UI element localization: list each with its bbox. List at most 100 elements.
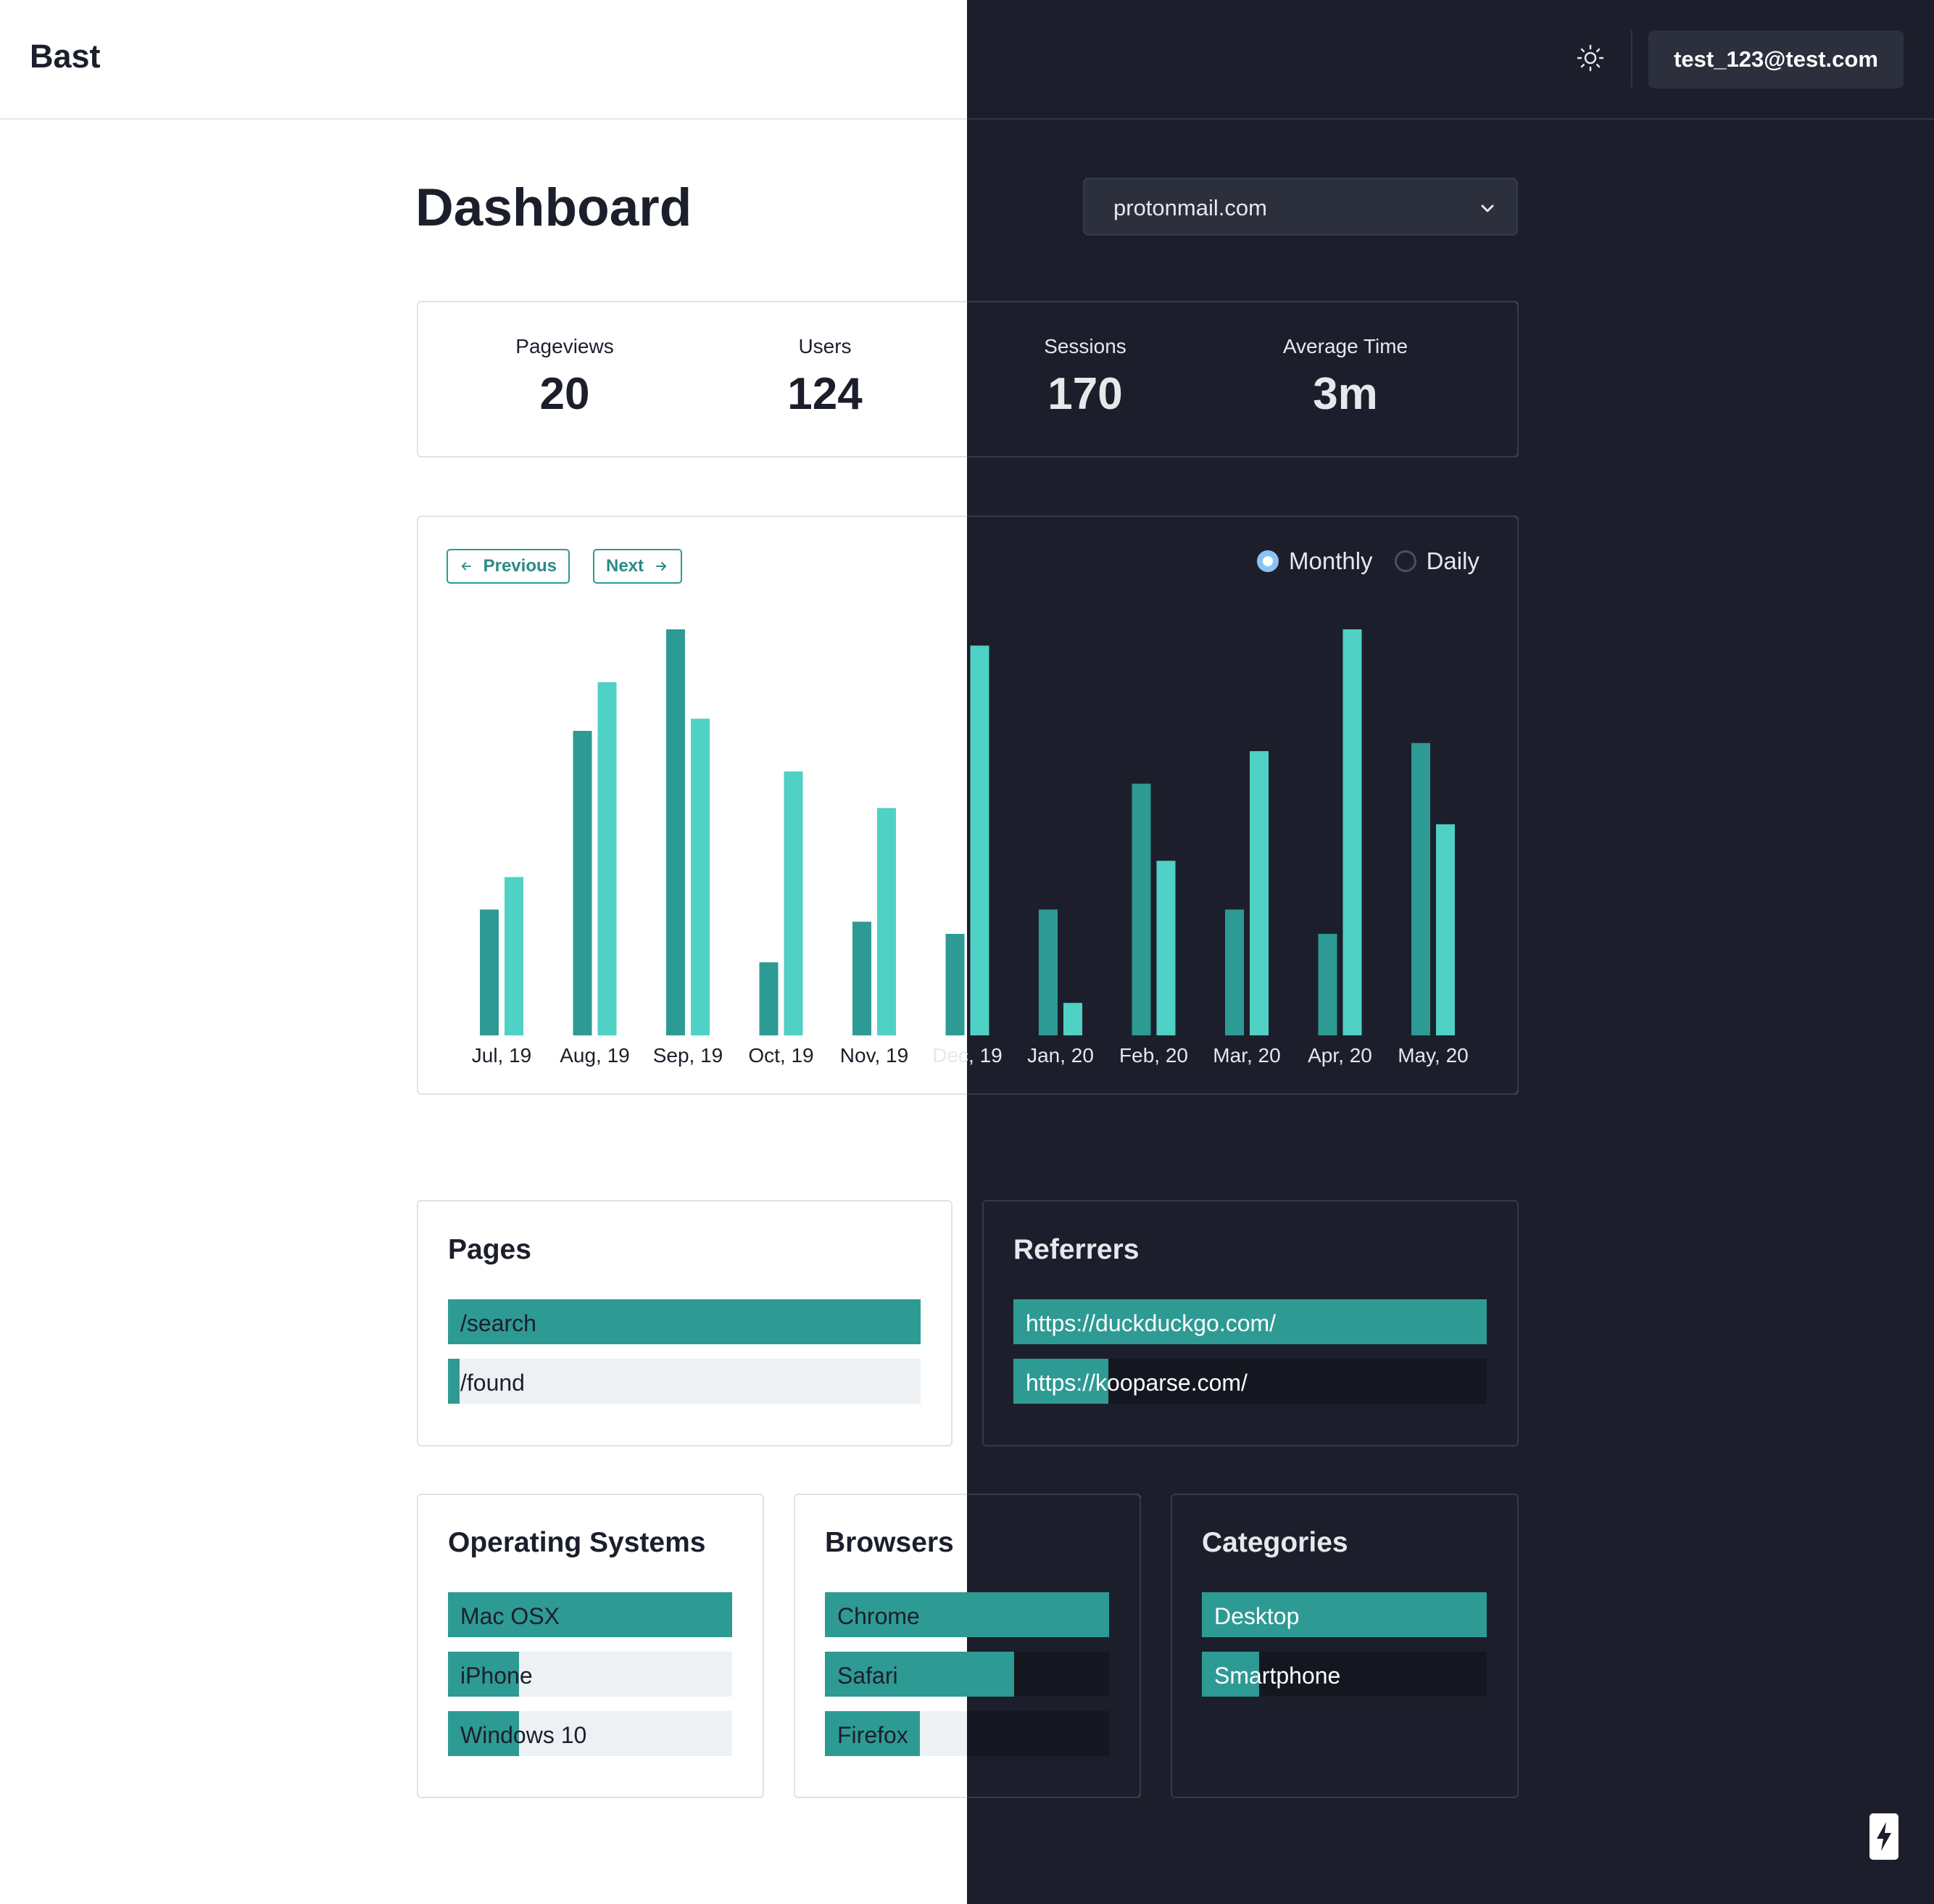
bar-label: Firefox [837, 1722, 908, 1748]
chart-bar[interactable] [945, 934, 965, 1035]
chart-bar[interactable] [1039, 909, 1058, 1035]
bar-fill [825, 1592, 1109, 1637]
brand-logo[interactable]: Bast [30, 38, 101, 75]
radio-dot-unchecked[interactable] [1394, 550, 1416, 572]
stat-average-time: Average Time 3m [1215, 335, 1476, 420]
x-tick-label: Nov, 19 [840, 1044, 908, 1067]
bar-fill [1013, 1299, 1487, 1344]
bar-label: Safari [837, 1663, 898, 1689]
bar-row[interactable]: /search [448, 1299, 921, 1344]
x-tick-label: Sep, 19 [653, 1044, 723, 1067]
chart-bar[interactable] [505, 877, 523, 1035]
lightning-icon[interactable] [1869, 1813, 1898, 1860]
chart-bar[interactable] [480, 909, 499, 1035]
radio-daily[interactable]: Daily [1394, 547, 1479, 575]
chart-bar[interactable] [1411, 742, 1430, 1035]
radio-monthly-label: Monthly [1289, 547, 1373, 574]
previous-label: Previous [483, 556, 557, 576]
chart-bar[interactable] [573, 731, 592, 1035]
chart-bar[interactable] [1250, 751, 1269, 1035]
header-divider-dark [967, 118, 1934, 120]
bar-fill [1202, 1592, 1487, 1637]
bar-label: iPhone [460, 1663, 533, 1689]
bar-fill [448, 1592, 732, 1637]
sun-icon[interactable] [1574, 42, 1606, 74]
bar-label: Chrome [837, 1603, 920, 1629]
stat-value: 124 [787, 369, 863, 419]
chart-bar[interactable] [666, 629, 685, 1035]
next-button[interactable]: Next [593, 549, 682, 584]
chart-bar[interactable] [1342, 629, 1362, 1035]
granularity-radio-group: Monthly Daily [1257, 547, 1479, 575]
bar-fill [448, 1711, 519, 1756]
bar-label: Windows 10 [460, 1722, 587, 1748]
bar-row[interactable]: Smartphone [1202, 1652, 1487, 1697]
referrers-card [982, 1200, 1519, 1446]
browsers-card-dark [967, 1494, 1141, 1798]
chart-bar[interactable] [597, 682, 617, 1035]
x-tick-label: Aug, 19 [560, 1044, 630, 1067]
chevron-down-icon [1481, 204, 1494, 212]
site-select[interactable]: protonmail.com [1083, 178, 1518, 236]
bar-fill [1202, 1652, 1259, 1697]
chart-bar[interactable] [784, 771, 803, 1035]
chart-bar[interactable] [691, 719, 710, 1035]
operating-systems-title: Operating Systems [448, 1527, 706, 1558]
bar-label: /search [460, 1310, 536, 1336]
bar-row[interactable]: https://kooparse.com/ [1013, 1359, 1487, 1404]
bar-row[interactable]: Safari [825, 1652, 1109, 1697]
stat-value: 20 [539, 369, 590, 419]
bar-row[interactable]: Desktop [1202, 1592, 1487, 1637]
arrow-left-icon [461, 562, 471, 571]
bar-label: https://duckduckgo.com/ [1026, 1310, 1277, 1336]
stat-label: Average Time [1282, 335, 1408, 357]
bar-fill [448, 1299, 921, 1344]
site-select-value: protonmail.com [1113, 195, 1267, 220]
previous-button[interactable]: Previous [447, 549, 570, 584]
x-tick-label: Oct, 19 [748, 1044, 813, 1067]
header-vertical-divider [1631, 30, 1632, 87]
chart-card-dark [967, 516, 1519, 1095]
pages-title: Pages [448, 1234, 531, 1265]
bar-row[interactable]: /found [448, 1359, 921, 1404]
bar-fill [448, 1359, 460, 1404]
bar-row[interactable]: https://duckduckgo.com/ [1013, 1299, 1487, 1344]
bar-fill [825, 1711, 920, 1756]
chart-bar[interactable] [1318, 934, 1337, 1035]
x-tick-label: Jul, 19 [472, 1044, 532, 1067]
radio-dot-checked[interactable] [1257, 550, 1279, 572]
x-tick-label: Feb, 20 [1119, 1044, 1188, 1067]
bar-fill [825, 1652, 1015, 1697]
bar-label: https://kooparse.com/ [1026, 1370, 1248, 1396]
bar-row[interactable]: Chrome [825, 1592, 1109, 1637]
chart-bar[interactable] [852, 922, 871, 1035]
stat-value: 3m [1313, 369, 1378, 419]
bar-row[interactable]: Mac OSX [448, 1592, 732, 1637]
x-tick-label: Apr, 20 [1308, 1044, 1372, 1067]
bar-row[interactable]: Firefox [825, 1711, 1109, 1756]
bar-fill [448, 1652, 519, 1697]
stat-label: Users [798, 335, 852, 357]
radio-monthly[interactable]: Monthly [1257, 547, 1373, 575]
next-label: Next [606, 556, 644, 576]
chart-bar[interactable] [1063, 1003, 1082, 1035]
chart-bar[interactable] [1132, 783, 1151, 1035]
chart-bar[interactable] [970, 645, 989, 1035]
chart-bar[interactable] [1436, 824, 1455, 1035]
bar-label: /found [460, 1370, 525, 1396]
categories-card [1171, 1494, 1519, 1798]
chart-bar[interactable] [877, 808, 896, 1035]
operating-systems-card [417, 1494, 764, 1798]
user-menu-button[interactable]: test_123@test.com [1648, 30, 1904, 88]
monthly-bar-chart: Jul, 19 Aug, 19 Sep, 19 Oct, 19 Nov, 19 Dec, … [472, 629, 1469, 1067]
bar-row[interactable]: Windows 10 [448, 1711, 732, 1756]
x-tick-label: Mar, 20 [1213, 1044, 1280, 1067]
bar-row[interactable]: iPhone [448, 1652, 732, 1697]
chart-bar[interactable] [759, 962, 779, 1035]
chart-bar[interactable] [1156, 861, 1176, 1035]
stat-label: Sessions [1044, 335, 1126, 357]
x-tick-label: Dec, 19 [932, 1044, 1003, 1067]
categories-title: Categories [1202, 1527, 1348, 1558]
arrow-right-icon [656, 562, 667, 571]
chart-bar[interactable] [1225, 909, 1244, 1035]
